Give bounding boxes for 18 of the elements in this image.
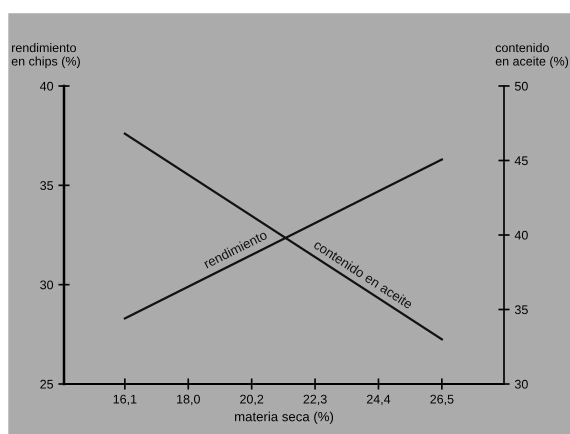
y2-tick-label: 50	[514, 82, 528, 91]
x-tick-label: 18,0	[177, 394, 200, 406]
x-tick-label: 24,4	[366, 394, 390, 406]
y2-tick-label: 30	[514, 380, 528, 389]
y-axis-title: rendimiento en chips (%)	[12, 43, 80, 68]
x-tick-label: 16,1	[114, 394, 136, 406]
y-tick-label: 25	[40, 380, 54, 389]
y2-axis-title: contenido en aceite (%)	[496, 43, 568, 68]
x-tick-label: 20,2	[240, 394, 264, 406]
x-tick-label: 22,3	[304, 394, 327, 406]
x-axis-title: materia seca (%)	[235, 412, 334, 424]
y-tick-label: 35	[40, 181, 54, 190]
y-tick-label: 30	[40, 280, 54, 290]
y-tick-label: 40	[40, 82, 54, 91]
y2-tick-label: 45	[514, 156, 528, 166]
y2-tick-label: 40	[514, 230, 528, 240]
x-tick-label: 26,5	[430, 394, 454, 406]
y2-tick-label: 35	[514, 305, 528, 314]
